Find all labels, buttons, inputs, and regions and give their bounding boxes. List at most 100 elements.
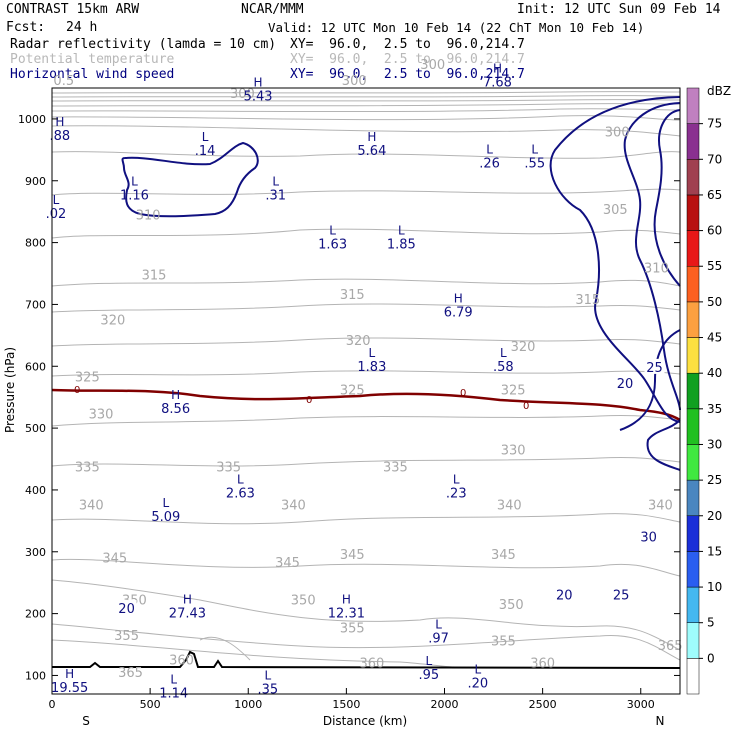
wind-label: 25 — [646, 361, 663, 376]
theta-label: 300 — [420, 58, 445, 73]
theta-label: 315 — [340, 288, 365, 303]
extremum-value: .14 — [195, 144, 216, 159]
header-field2: Potential temperature — [10, 52, 175, 67]
theta-label: 360 — [359, 657, 384, 672]
y-tick-label: 100 — [25, 669, 46, 682]
theta-label: 310 — [136, 208, 161, 223]
colorbar-label: 60 — [707, 224, 722, 238]
theta-contour — [199, 636, 251, 661]
y-tick-label: 700 — [25, 298, 46, 311]
y-tick-label: 400 — [25, 484, 46, 497]
theta-label: 355 — [114, 629, 139, 644]
y-tick-label: 500 — [25, 422, 46, 435]
theta-label: 335 — [216, 461, 241, 476]
extremum-type: L — [202, 130, 209, 144]
potential-temperature-contours — [51, 91, 681, 669]
extremum-value: .23 — [446, 487, 467, 502]
x-tick-label: 2500 — [529, 698, 557, 711]
colorbar-unit: dBZ — [707, 84, 731, 98]
extremum-type: L — [453, 473, 460, 487]
theta-label: 345 — [102, 552, 127, 567]
freezing-level-label-left: 0 — [74, 385, 80, 396]
colorbar-swatch — [686, 159, 700, 196]
extremum-value: .20 — [468, 676, 489, 691]
reflectivity-colorbar: 0 5 10 15 20 25 30 35 40 45 50 55 60 65 70 75 — [686, 87, 722, 695]
extremum-value: 12.31 — [328, 607, 365, 622]
theta-contour — [51, 115, 681, 121]
extremum-value: 1.85 — [387, 237, 416, 252]
header-field3-xy: XY= 96.0, 2.5 to 96.0,214.7 — [290, 67, 525, 82]
extremum-value: .95 — [418, 668, 439, 683]
colorbar-label: 20 — [707, 509, 722, 523]
x-tick-label: 500 — [140, 698, 161, 711]
theta-label: 315 — [575, 293, 600, 308]
x-axis: 0 500 1000 1500 2000 2500 3000 — [49, 688, 655, 711]
wind-label-bg — [615, 374, 636, 390]
theta-label: 330 — [89, 407, 114, 422]
extremum-value: 5.09 — [151, 510, 180, 525]
extremum-type: L — [162, 496, 169, 510]
header-field1: Radar reflectivity (lamda = 10 cm) — [10, 37, 277, 52]
y-tick-label: 900 — [25, 175, 46, 188]
colorbar-label: 10 — [707, 580, 722, 594]
extremum-type: H — [367, 130, 376, 144]
wind-label-bg — [638, 528, 659, 544]
freezing-level-label-center: 0 — [306, 395, 312, 406]
theta-label: 325 — [340, 383, 365, 398]
theta-label: 365 — [658, 639, 683, 654]
theta-label: 300 — [342, 74, 367, 89]
extremum-value: 6.79 — [444, 305, 473, 320]
colorbar-label: 5 — [707, 616, 715, 630]
extremum-type: L — [237, 473, 244, 487]
theta-label: 325 — [501, 383, 526, 398]
colorbar-swatch — [686, 194, 700, 231]
theta-label: 350 — [291, 594, 316, 609]
colorbar-label: 70 — [707, 152, 722, 166]
extremum-value: 27.43 — [169, 607, 206, 622]
theta-contour — [51, 303, 681, 313]
wind-contour-25-east — [623, 102, 681, 411]
extremum-value: 5.64 — [357, 144, 386, 159]
colorbar-swatch — [686, 301, 700, 338]
theta-label: 340 — [281, 498, 306, 513]
header-field1-xy: XY= 96.0, 2.5 to 96.0,214.7 — [290, 37, 525, 52]
colorbar-swatch — [686, 87, 700, 124]
extremum-value: 1.83 — [357, 360, 386, 375]
y-tick-label: 800 — [25, 237, 46, 250]
extremum-value: .88 — [50, 129, 71, 144]
header-org: NCAR/MMM — [241, 2, 304, 17]
extremum-type: L — [435, 617, 442, 631]
x-axis-title: Distance (km) — [323, 714, 407, 728]
wind-label: 20 — [118, 602, 135, 617]
freezing-level-label-east: 0 — [523, 401, 529, 412]
theta-contour — [51, 188, 681, 196]
theta-contour — [51, 579, 681, 651]
colorbar-label: 45 — [707, 331, 722, 345]
x-axis-south-label: S — [82, 714, 90, 728]
colorbar-label: 35 — [707, 402, 722, 416]
wind-contour-30-east — [653, 109, 681, 287]
wind-label: 20 — [556, 588, 573, 603]
colorbar-label: 75 — [707, 117, 722, 131]
theta-label: 335 — [75, 461, 100, 476]
wind-label: 30 — [640, 530, 657, 545]
colorbar-swatch — [686, 230, 700, 267]
theta-label: 310 — [644, 262, 669, 277]
theta-contour — [51, 103, 681, 107]
extremum-type: L — [329, 223, 336, 237]
extremum-type: L — [53, 193, 60, 207]
theta-label: 325 — [75, 370, 100, 385]
extremum-type: L — [425, 654, 432, 668]
x-tick-label: 1000 — [234, 698, 262, 711]
freezing-level-label-right: 0 — [460, 388, 466, 399]
header-fcst-label: Fcst: — [6, 20, 46, 35]
extremum-type: L — [131, 175, 138, 189]
theta-label: 350 — [499, 598, 524, 613]
extremum-value: .55 — [524, 156, 545, 171]
y-tick-label: 300 — [25, 546, 46, 559]
theta-label: 345 — [491, 548, 516, 563]
wind-contour-20-east — [549, 96, 681, 423]
wind-contour-25-lower — [646, 419, 681, 471]
theta-contour — [51, 639, 471, 669]
theta-label: 340 — [497, 498, 522, 513]
